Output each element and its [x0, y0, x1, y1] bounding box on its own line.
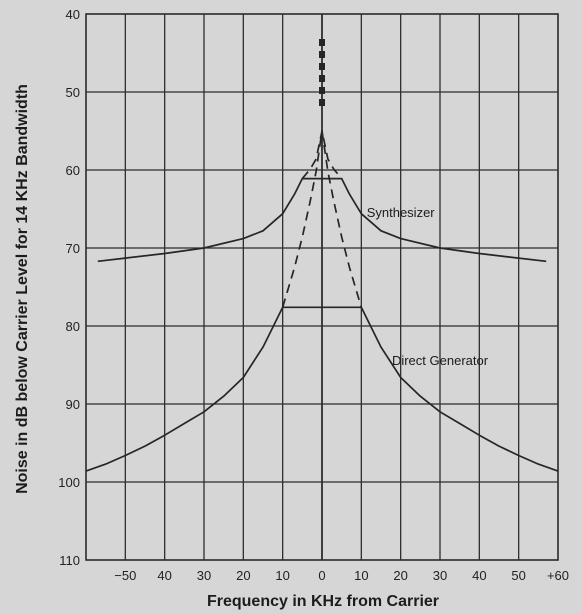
series-line-direct-generator	[85, 306, 559, 472]
y-tick-label: 40	[66, 7, 80, 22]
y-tick-label: 110	[59, 553, 80, 568]
y-tick-label: 50	[66, 85, 80, 100]
x-tick-label: 10	[275, 568, 289, 583]
series	[85, 39, 559, 472]
x-tick-label: 10	[354, 568, 368, 583]
x-axis-title: Frequency in KHz from Carrier	[207, 593, 439, 610]
y-tick-label: 80	[66, 319, 80, 334]
y-tick-label: 90	[66, 397, 80, 412]
x-tick-label: 20	[393, 568, 407, 583]
x-tick-label: 30	[197, 568, 211, 583]
x-tick-label: 30	[433, 568, 447, 583]
x-tick-label: −50	[114, 568, 136, 583]
annotation-synthesizer: Synthesizer	[367, 205, 436, 220]
y-tick-label: 70	[66, 241, 80, 256]
x-tick-label: 40	[472, 568, 486, 583]
x-tick-label: 20	[236, 568, 250, 583]
grid	[85, 13, 559, 561]
series-line-direct-generator-dashed-near-carrier	[281, 130, 363, 308]
annotation-direct-generator: Direct Generator	[392, 353, 489, 368]
y-tick-label: 60	[66, 163, 80, 178]
x-tick-label: 0	[318, 568, 325, 583]
x-tick-label: +60	[547, 568, 569, 583]
x-tick-label: 50	[511, 568, 525, 583]
series-line-synthesizer	[97, 177, 547, 263]
y-axis-title: Noise in dB below Carrier Level for 14 K…	[14, 84, 31, 494]
x-tick-label: 40	[157, 568, 171, 583]
annotations: Synthesizer Direct Generator	[367, 205, 489, 368]
y-tick-label: 100	[58, 475, 80, 490]
